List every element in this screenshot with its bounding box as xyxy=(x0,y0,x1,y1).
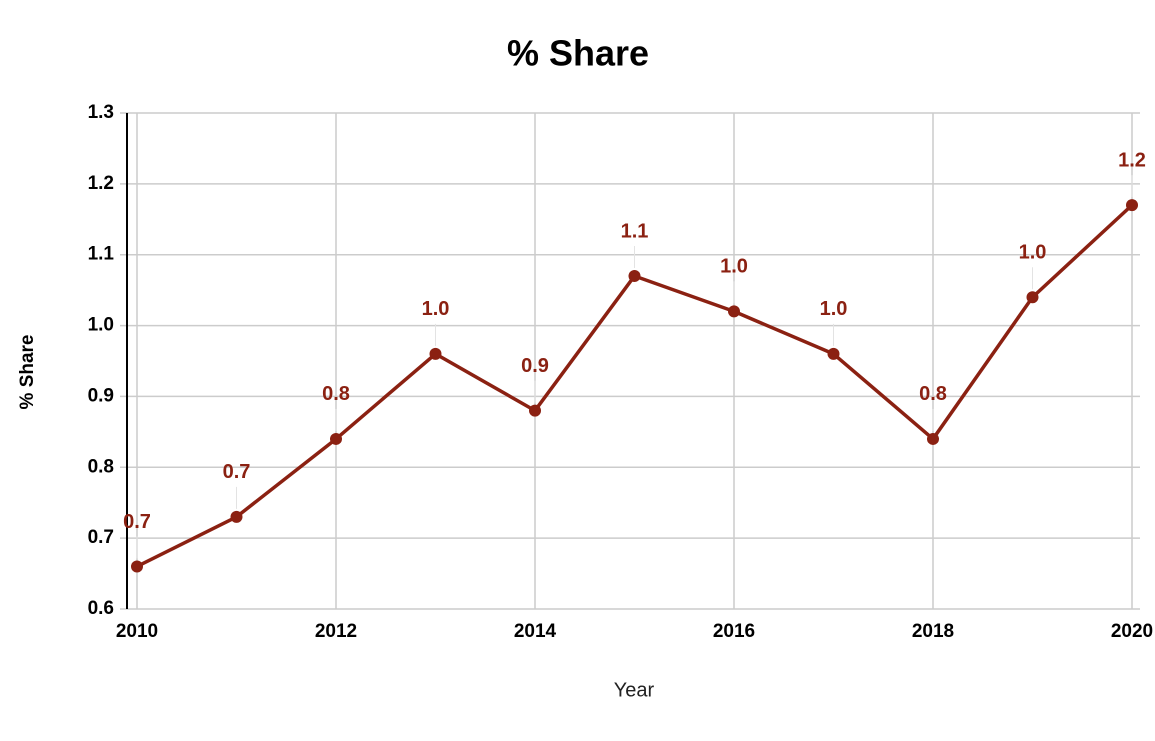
x-tick-label: 2016 xyxy=(713,621,755,642)
chart-title: % Share xyxy=(507,33,649,74)
data-label: 0.7 xyxy=(123,511,151,533)
x-axis-label: Year xyxy=(614,679,655,701)
y-tick-label: 0.8 xyxy=(88,456,114,477)
x-tick-label: 2018 xyxy=(912,621,954,642)
data-label: 0.8 xyxy=(919,383,947,405)
data-label: 1.0 xyxy=(1019,242,1047,264)
data-point xyxy=(230,510,243,523)
data-point xyxy=(927,432,939,445)
data-point xyxy=(628,269,641,282)
data-point xyxy=(529,404,541,417)
data-label: 1.0 xyxy=(820,298,848,320)
data-point xyxy=(429,347,442,360)
data-label: 0.8 xyxy=(322,383,350,405)
y-tick-label: 0.9 xyxy=(88,385,114,406)
data-label: 1.2 xyxy=(1118,149,1146,171)
data-point xyxy=(1126,199,1138,212)
data-label: 1.0 xyxy=(422,298,450,320)
y-tick-label: 0.7 xyxy=(88,527,114,548)
x-tick-label: 2010 xyxy=(116,621,158,642)
x-tick-label: 2014 xyxy=(514,621,557,642)
y-axis-label: % Share xyxy=(17,335,38,410)
y-tick-label: 1.2 xyxy=(88,173,114,194)
data-point xyxy=(728,305,740,318)
x-tick-label: 2020 xyxy=(1111,621,1153,642)
data-point xyxy=(1026,291,1039,304)
data-label: 1.0 xyxy=(720,256,748,278)
y-tick-label: 0.6 xyxy=(88,598,114,619)
x-tick-label: 2012 xyxy=(315,621,357,642)
data-point xyxy=(131,560,143,573)
data-point xyxy=(827,347,840,360)
data-label: 0.7 xyxy=(223,461,251,483)
y-tick-label: 1.0 xyxy=(88,315,114,336)
data-label: 1.1 xyxy=(621,220,649,242)
data-label: 0.9 xyxy=(521,355,549,377)
y-tick-label: 1.1 xyxy=(88,244,115,265)
data-point xyxy=(330,432,342,445)
y-tick-label: 1.3 xyxy=(88,102,114,123)
